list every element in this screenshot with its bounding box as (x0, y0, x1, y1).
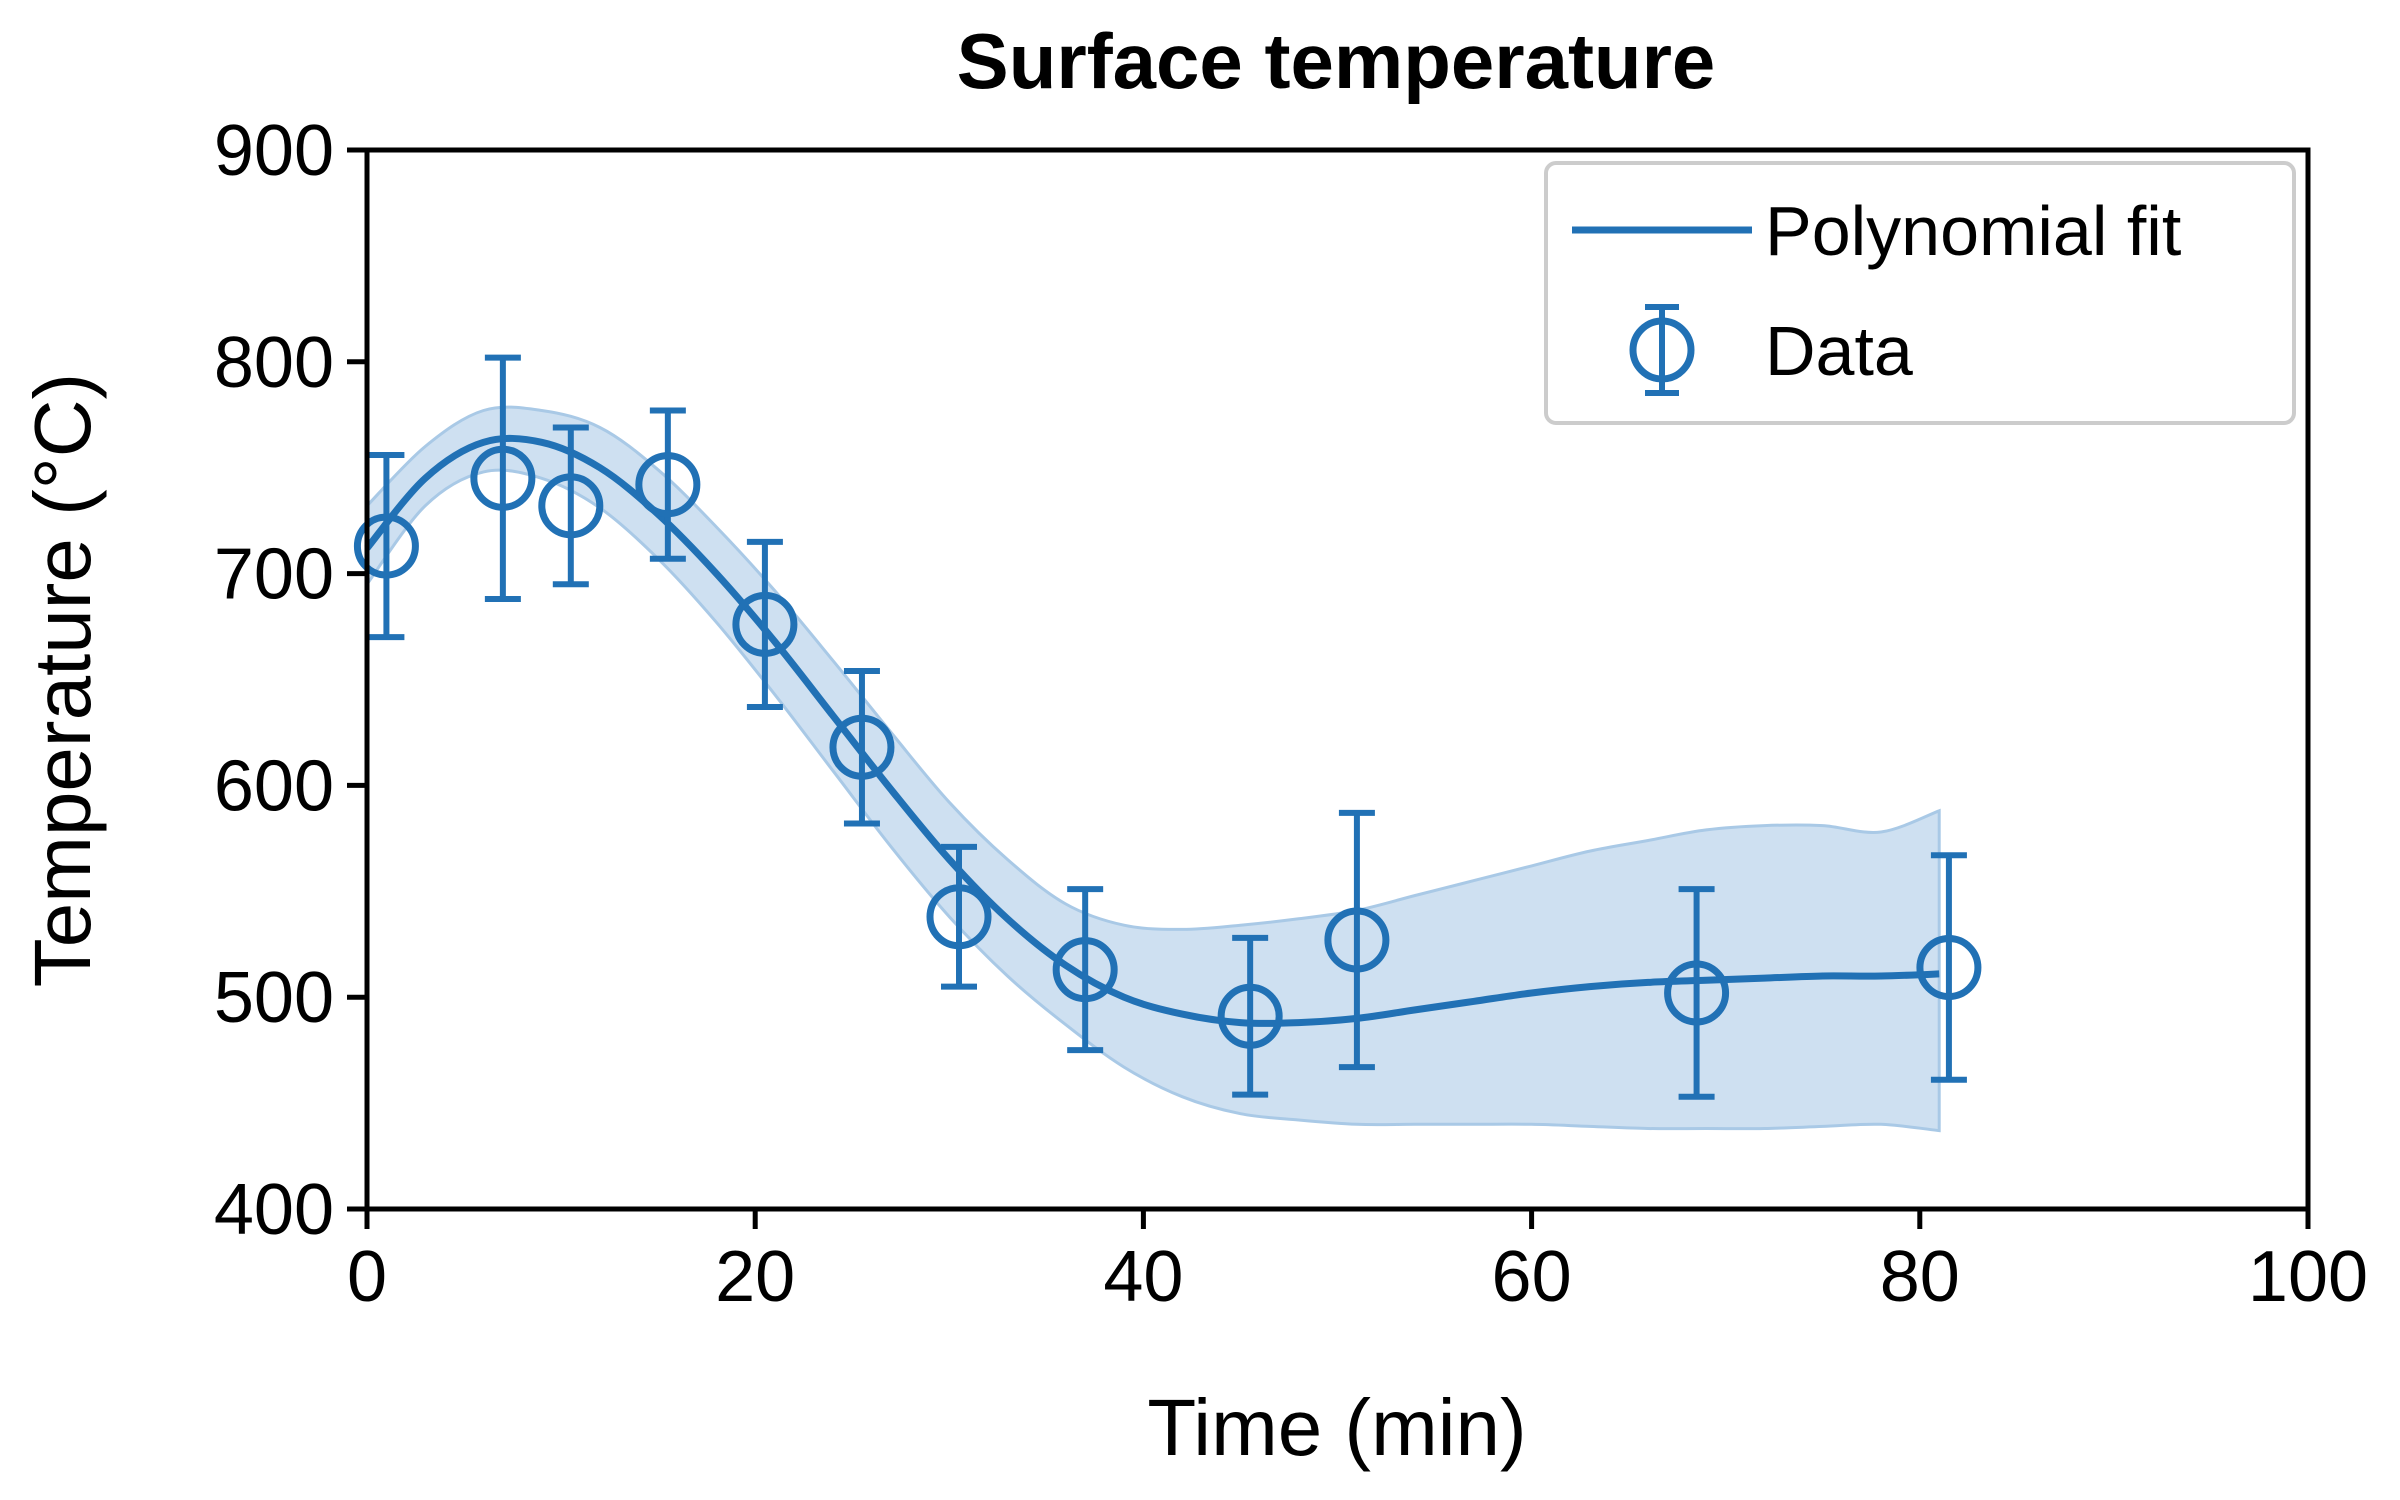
data-point (353, 451, 419, 641)
data-marker (635, 452, 701, 518)
data-marker (1916, 935, 1982, 1001)
data-marker (538, 473, 604, 539)
legend-label-polynomial-fit: Polynomial fit (1765, 192, 2181, 270)
plot-area (353, 354, 1982, 1133)
polynomial-fit-line (364, 434, 1940, 1027)
data-point (732, 538, 798, 711)
data-point (1916, 852, 1982, 1083)
data-marker (732, 591, 798, 657)
data-point (1324, 809, 1390, 1071)
axes-frame (364, 147, 2311, 1212)
legend: Polynomial fit Data (1544, 161, 2296, 425)
data-point (470, 354, 536, 603)
data-point (1052, 886, 1118, 1054)
y-tick-label: 800 (214, 323, 334, 403)
data-point (538, 424, 604, 588)
chart-title: Surface temperature (957, 17, 1716, 105)
data-point (635, 407, 701, 562)
x-tick-label: 80 (1880, 1237, 1960, 1317)
x-tick-label: 20 (715, 1237, 795, 1317)
data-marker (1217, 983, 1283, 1049)
legend-label-data: Data (1765, 312, 1913, 390)
y-tick-label: 700 (214, 535, 334, 615)
data-point (1664, 886, 1730, 1100)
y-tick-label: 500 (214, 958, 334, 1038)
data-marker (1664, 960, 1730, 1026)
x-axis-label: Time (min) (1147, 1383, 1526, 1472)
data-point (926, 843, 992, 990)
x-tick-label: 40 (1103, 1237, 1183, 1317)
ticks: 0 20 40 60 80 100 400 500 600 700 800 900 (214, 111, 2368, 1317)
legend-swatch-data (1629, 304, 1695, 396)
y-tick-label: 900 (214, 111, 334, 191)
data-point (829, 668, 895, 827)
data-marker (829, 714, 895, 780)
x-tick-label: 60 (1492, 1237, 1572, 1317)
x-tick-label: 0 (347, 1237, 387, 1317)
data-marker (1052, 937, 1118, 1003)
data-marker (353, 513, 419, 579)
data-marker (926, 884, 992, 950)
x-tick-label: 100 (2248, 1237, 2368, 1317)
data-marker (470, 445, 536, 511)
legend-marker (1629, 317, 1695, 383)
data-marker (1324, 907, 1390, 973)
y-tick-label: 400 (214, 1170, 334, 1250)
y-tick-label: 600 (214, 746, 334, 826)
data-point (1217, 934, 1283, 1098)
y-axis-label: Temperature (°C) (18, 373, 107, 987)
